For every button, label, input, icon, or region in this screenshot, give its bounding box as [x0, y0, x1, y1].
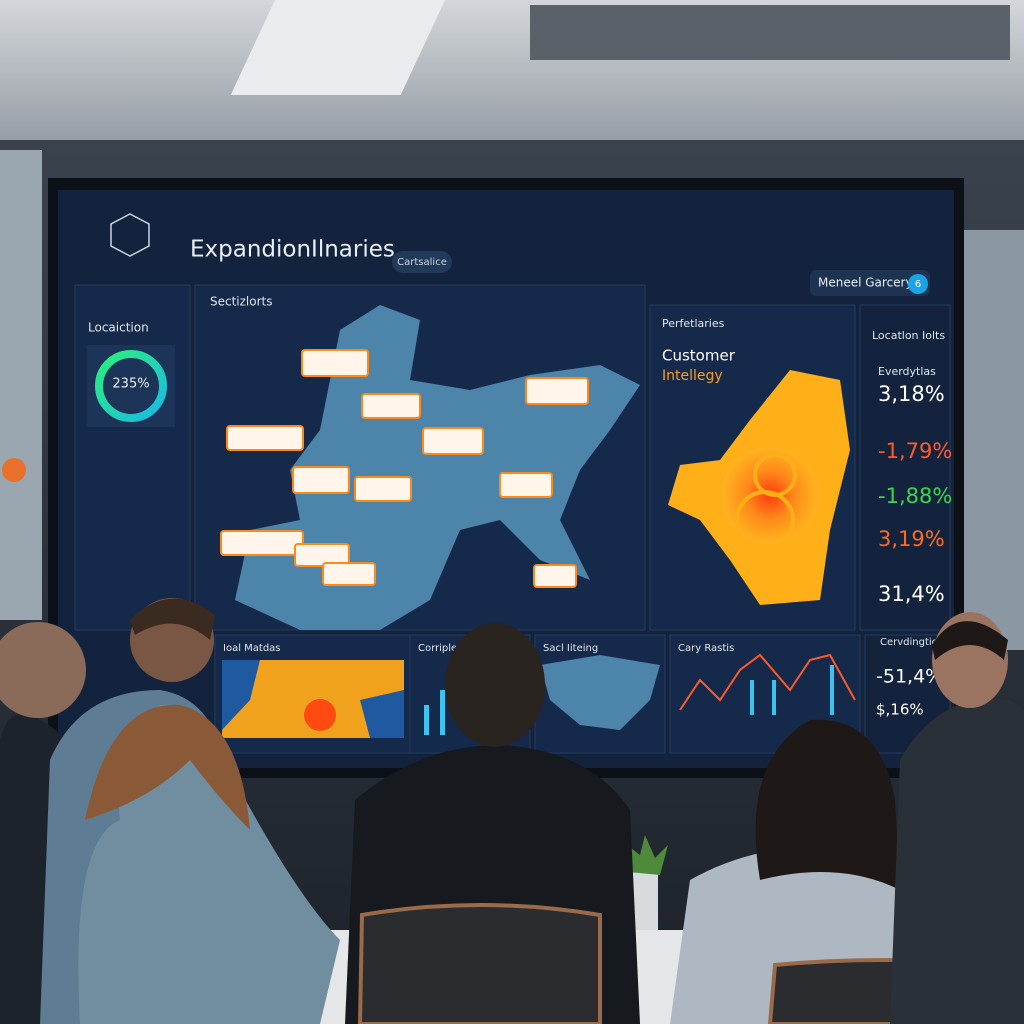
- window-right: [960, 230, 1024, 650]
- person: [890, 698, 1024, 1024]
- world-map: [540, 655, 660, 730]
- callout: [533, 564, 577, 588]
- trend-line: [679, 653, 856, 711]
- callout: [422, 427, 484, 455]
- person-hair: [755, 719, 900, 890]
- callout: [322, 562, 376, 586]
- mini-bars: [424, 690, 445, 735]
- badge: Cartsalice: [397, 257, 447, 268]
- bottom-panel-title: Corripleo: [418, 643, 463, 654]
- mini-bar: [424, 705, 429, 735]
- callout: [499, 472, 553, 498]
- metric-value: 3,19%: [878, 527, 945, 551]
- bottom-panel-title: Cary Rastis: [678, 643, 734, 654]
- window-left: [0, 150, 42, 620]
- callout: [226, 425, 304, 451]
- bottom-metrics-title: Cervdingtion: [880, 637, 944, 648]
- heatmap-sea: [222, 660, 404, 738]
- metric-value: -1,79%: [878, 439, 952, 463]
- metric-values: 3,18% -1,79% -1,88% 3,19% 31,4%: [878, 382, 952, 606]
- mini-bar: [440, 690, 445, 735]
- user-badge: 6: [915, 279, 921, 290]
- metric-value: 3,18%: [878, 382, 945, 406]
- person-hair: [130, 598, 215, 640]
- bottom-metric-value: -51,4%: [876, 666, 943, 688]
- person-head: [0, 622, 86, 718]
- vent: [530, 5, 1010, 60]
- callout: [220, 530, 304, 556]
- chair: [357, 903, 602, 1024]
- trend-bars: [750, 665, 834, 715]
- badge-bg: [392, 251, 452, 273]
- map-title: Sectizlorts: [210, 295, 273, 309]
- logo: [110, 213, 150, 257]
- metrics-subtitle: Everdytlas: [878, 365, 936, 378]
- callout: [354, 476, 412, 502]
- sidebar-label: Locaiction: [88, 321, 149, 335]
- user-name: Meneel Garcery: [818, 276, 913, 290]
- person-hair: [85, 704, 250, 830]
- metric-value: -1,88%: [878, 484, 952, 508]
- trend-bar: [830, 665, 834, 715]
- trend-bar: [750, 680, 754, 715]
- callout: [361, 393, 421, 419]
- decor: [2, 458, 26, 482]
- trend-bar: [772, 680, 776, 715]
- metrics-panel: [859, 304, 951, 631]
- bottom-panel-title: Ioal Matdas: [223, 643, 281, 654]
- insight-heading: Customer: [662, 347, 736, 365]
- callout: [301, 349, 369, 377]
- sidebar: [74, 284, 191, 631]
- ceiling-light: [230, 0, 445, 95]
- bottom-metric-value: $,16%: [876, 701, 924, 719]
- person-hair: [932, 621, 1008, 660]
- callout: [292, 466, 350, 494]
- callout: [525, 377, 589, 405]
- insight-subheading: Intellegy: [662, 368, 723, 384]
- insight-label: Perfetlaries: [662, 317, 725, 330]
- map-callouts: [220, 349, 589, 588]
- user-pill: [810, 270, 930, 296]
- gauge-value: 235%: [112, 377, 149, 392]
- dashboard-title: ExpandionIlnaries: [190, 237, 395, 263]
- person-head: [445, 623, 545, 747]
- metrics-title: Locatlon Iolts: [872, 329, 945, 342]
- heatmap-hot: [304, 699, 336, 731]
- user-badge-bg: [908, 274, 928, 294]
- bottom-panel-title: Sacl Iiteing: [543, 643, 598, 654]
- metric-value: 31,4%: [878, 582, 945, 606]
- gauge-ring: [95, 350, 167, 422]
- heat-ring: [753, 453, 797, 497]
